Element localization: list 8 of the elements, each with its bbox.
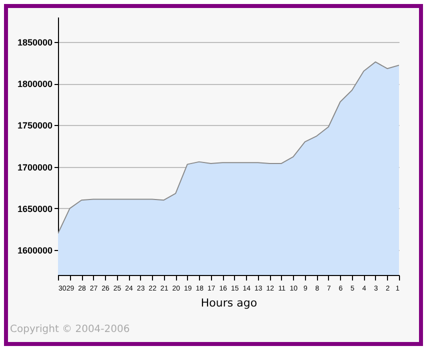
x-axis-title: Hours ago (200, 296, 258, 310)
y-tick-label: 1800000 (17, 79, 52, 90)
y-tick-label: 1750000 (17, 120, 52, 131)
y-tick-label: 1850000 (17, 37, 52, 48)
y-tick-label: 1650000 (17, 204, 52, 214)
y-tick-label: 1600000 (17, 246, 52, 256)
y-tick-label: 1700000 (17, 162, 52, 172)
text: Copyright © 2004-2006 (10, 324, 130, 335)
